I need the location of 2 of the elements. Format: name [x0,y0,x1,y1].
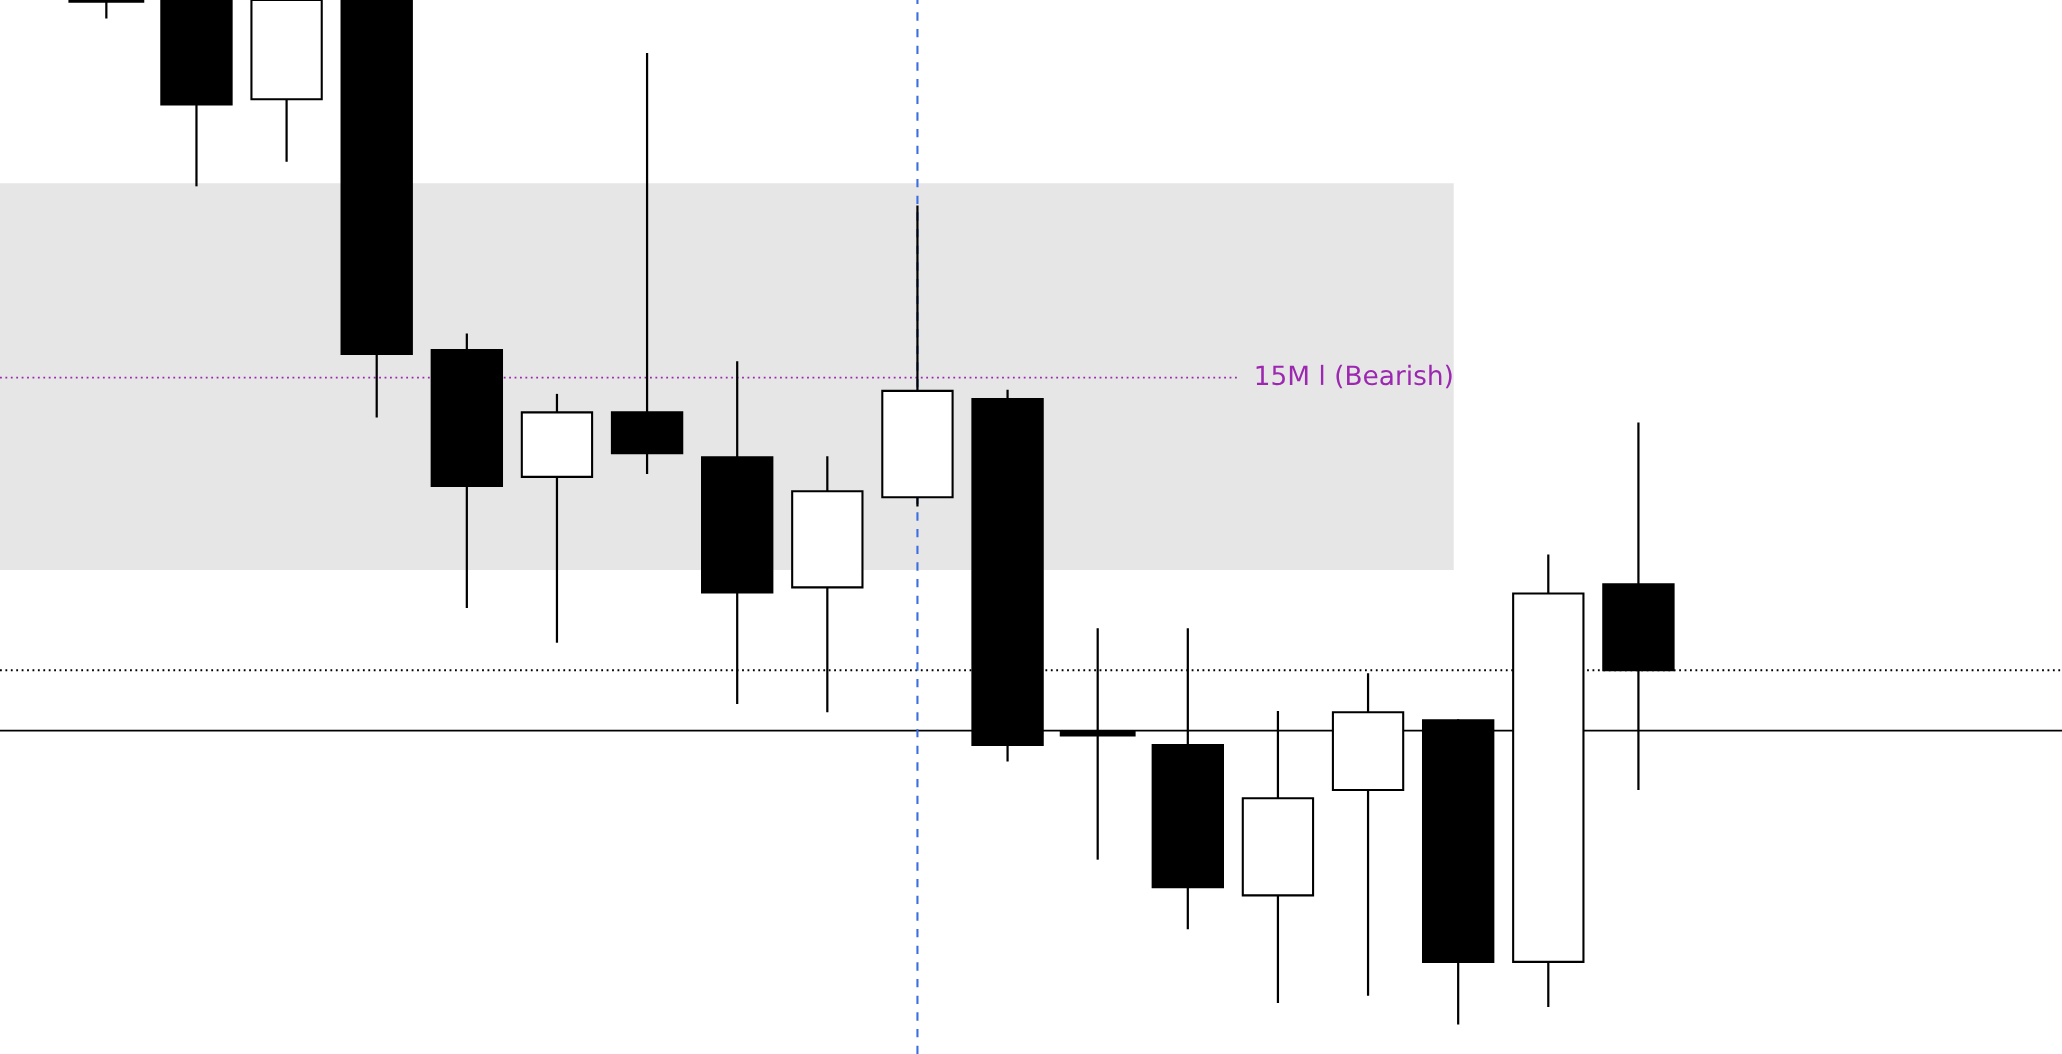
ref-line-label: 15M l (Bearish) [1256,364,1452,389]
candlestick [610,53,684,474]
